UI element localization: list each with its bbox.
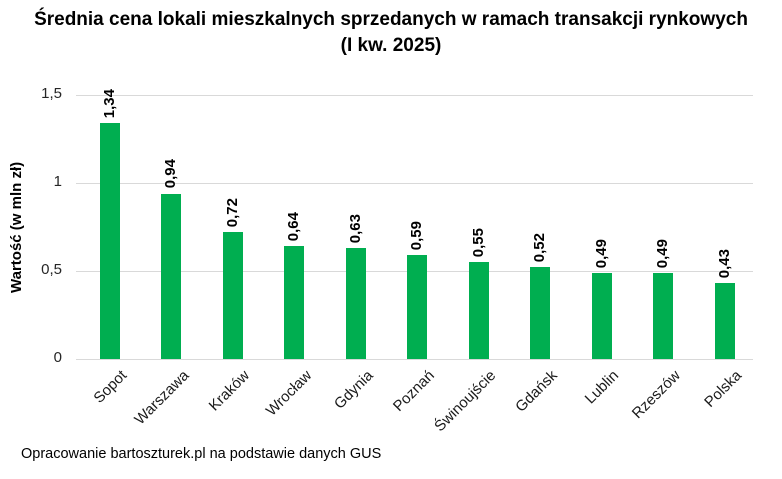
bar [345, 248, 366, 359]
x-axis-category-label: Lublin [582, 367, 623, 408]
bar [714, 283, 735, 359]
x-axis-category-label: Gdańsk [512, 367, 562, 416]
bar-value-label: 0,55 [469, 228, 487, 258]
bar [222, 232, 243, 359]
bar-value-label: 0,49 [654, 238, 671, 268]
gridline [76, 94, 753, 96]
y-axis-title: Wartość (w mln zł) [8, 161, 25, 293]
gridline [76, 182, 753, 184]
x-axis-category-label: Poznań [390, 367, 439, 415]
plot-area: 1,34 0,94 0,72 0,64 0,63 0,59 0,55 0,52 0,49 0,49… [76, 89, 753, 360]
bar-value-label: 0,43 [715, 249, 733, 279]
x-axis-category-label: Świnoujście [431, 367, 500, 436]
y-axis-tick-label: 1 [53, 173, 62, 190]
bar-value-label: 0,63 [346, 213, 364, 244]
bar-value-label: 0,64 [285, 212, 302, 242]
gridline [76, 358, 753, 360]
x-axis-category-label: Sopot [90, 367, 131, 407]
x-axis-category-label: Kraków [206, 367, 254, 415]
x-axis-category-label: Gdynia [330, 367, 377, 413]
y-axis-tick-label: 0 [53, 349, 62, 366]
x-axis-category-label: Warszawa [130, 367, 193, 429]
bar-value-label: 0,49 [592, 238, 610, 268]
bar-value-label: 0,72 [223, 198, 241, 228]
x-axis-category-label: Polska [701, 367, 746, 411]
chart-title: Średnia cena lokali mieszkalnych sprzeda… [34, 9, 748, 56]
bar [530, 267, 550, 359]
bar [591, 272, 612, 359]
y-axis-tick-label: 1,5 [41, 85, 62, 102]
bar-value-label: 0,52 [531, 233, 548, 263]
x-axis-category-label: Wrocław [262, 367, 316, 420]
bar-value-label: 0,59 [408, 220, 425, 251]
bar [468, 262, 489, 359]
y-axis-tick-label: 0,5 [41, 261, 62, 278]
bar [161, 193, 181, 359]
bar [99, 123, 120, 359]
bar [407, 255, 427, 359]
bar-value-label: 1,34 [100, 88, 118, 119]
bar [653, 272, 673, 359]
bar [284, 246, 304, 359]
bar-value-label: 0,94 [162, 159, 179, 189]
x-axis-category-label: Rzeszów [628, 367, 685, 423]
source-note: Opracowanie bartoszturek.pl na podstawie… [21, 446, 382, 462]
